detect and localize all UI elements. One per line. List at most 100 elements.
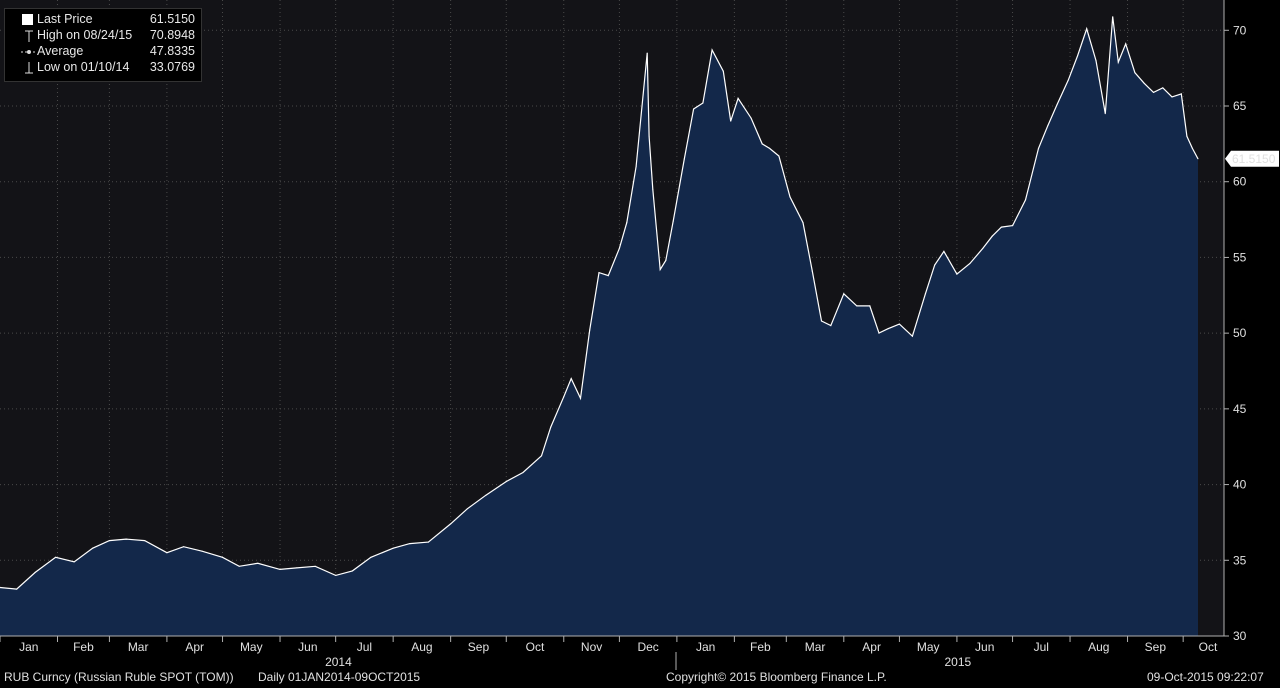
y-tick-label: 45 bbox=[1233, 402, 1247, 416]
data-point bbox=[522, 471, 524, 474]
legend-value: 70.8948 bbox=[149, 28, 195, 42]
data-point bbox=[648, 135, 650, 137]
data-point bbox=[820, 320, 823, 322]
data-point bbox=[1095, 60, 1097, 62]
data-point bbox=[618, 247, 621, 249]
data-point bbox=[1197, 158, 1199, 160]
data-point bbox=[505, 480, 507, 483]
last-price-tag-label: 61.5150 bbox=[1232, 152, 1276, 166]
data-point bbox=[1180, 93, 1182, 95]
data-point bbox=[296, 567, 298, 569]
legend-average: Average 47.8335 bbox=[5, 43, 201, 59]
legend-last-price: Last Price 61.5150 bbox=[5, 11, 201, 27]
data-point bbox=[761, 143, 763, 145]
x-tick-label: Aug bbox=[411, 640, 432, 654]
data-point bbox=[956, 273, 958, 275]
legend-value: 47.8335 bbox=[149, 44, 195, 58]
data-point bbox=[427, 541, 429, 543]
data-point bbox=[887, 328, 889, 330]
legend-high: High on 08/24/15 70.8948 bbox=[5, 27, 201, 43]
data-point bbox=[943, 250, 945, 252]
year-label: 2015 bbox=[944, 655, 971, 669]
data-point bbox=[314, 565, 316, 567]
legend-low: Low on 01/10/14 33.0769 bbox=[5, 59, 201, 75]
data-point bbox=[579, 397, 582, 399]
data-point bbox=[646, 52, 648, 54]
data-point bbox=[869, 305, 871, 307]
data-point bbox=[1104, 113, 1106, 115]
x-tick-label: Jan bbox=[19, 640, 38, 654]
data-point bbox=[570, 378, 572, 380]
legend-value: 33.0769 bbox=[149, 60, 195, 74]
data-point bbox=[982, 247, 984, 249]
data-point bbox=[238, 565, 240, 567]
x-tick-label: Sep bbox=[468, 640, 490, 654]
data-point bbox=[702, 102, 704, 104]
x-tick-label: Jun bbox=[975, 640, 994, 654]
data-point bbox=[257, 562, 259, 564]
data-point bbox=[409, 543, 411, 545]
legend-value: 61.5150 bbox=[149, 12, 195, 26]
data-point bbox=[73, 561, 75, 563]
data-point bbox=[221, 556, 224, 558]
legend-label: High on 08/24/15 bbox=[37, 28, 133, 42]
data-point bbox=[1037, 147, 1040, 149]
x-tick-label: May bbox=[240, 640, 263, 654]
x-tick-label: Mar bbox=[128, 640, 149, 654]
data-point bbox=[589, 329, 591, 331]
data-point bbox=[769, 147, 771, 149]
x-tick-label: Aug bbox=[1088, 640, 1109, 654]
data-point bbox=[683, 158, 685, 160]
year-labels: 2014 2015 bbox=[325, 655, 971, 669]
x-tick-label: Nov bbox=[581, 640, 602, 654]
y-tick-label: 35 bbox=[1233, 553, 1247, 567]
data-point bbox=[778, 155, 780, 157]
y-tick-label: 30 bbox=[1233, 629, 1247, 643]
y-tick-label: 50 bbox=[1233, 326, 1247, 340]
y-axis-ticks: 30 35 40 45 50 55 60 65 70 bbox=[1224, 23, 1247, 643]
data-point bbox=[1076, 55, 1079, 57]
data-point bbox=[969, 262, 971, 265]
data-point bbox=[108, 540, 110, 542]
data-point bbox=[1067, 79, 1069, 81]
x-tick-label: Oct bbox=[526, 640, 545, 654]
data-point bbox=[0, 586, 1, 589]
data-point bbox=[201, 550, 203, 552]
y-tick-label: 70 bbox=[1233, 23, 1247, 37]
data-point bbox=[1000, 226, 1003, 228]
low-marker-icon bbox=[25, 62, 33, 74]
x-tick-label: Apr bbox=[185, 640, 204, 654]
y-tick-label: 55 bbox=[1233, 250, 1247, 264]
data-point bbox=[730, 120, 732, 122]
x-tick-label: Apr bbox=[862, 640, 881, 654]
data-point bbox=[392, 547, 394, 549]
price-area bbox=[0, 16, 1198, 636]
data-point bbox=[672, 220, 674, 222]
data-points bbox=[0, 16, 1199, 590]
data-point bbox=[1134, 72, 1136, 74]
data-point bbox=[485, 494, 487, 496]
data-point bbox=[898, 323, 901, 325]
data-point bbox=[1056, 103, 1058, 106]
data-point bbox=[1125, 43, 1127, 45]
data-point bbox=[750, 117, 752, 119]
timestamp: 09-Oct-2015 09:22:07 bbox=[1147, 670, 1264, 684]
copyright-notice: Copyright© 2015 Bloomberg Finance L.P. bbox=[666, 670, 887, 684]
data-point bbox=[1152, 91, 1155, 93]
last-price-tag: 61.5150 bbox=[1225, 150, 1279, 167]
data-point bbox=[924, 293, 927, 295]
data-point bbox=[789, 196, 791, 198]
data-point bbox=[878, 332, 880, 334]
filled-square-icon bbox=[22, 14, 33, 25]
data-point bbox=[802, 222, 804, 224]
data-point bbox=[166, 552, 168, 554]
y-tick-label: 40 bbox=[1233, 478, 1247, 492]
x-tick-label: Jun bbox=[298, 640, 317, 654]
data-point bbox=[125, 538, 127, 540]
data-point bbox=[466, 508, 468, 510]
security-description: RUB Curncy (Russian Ruble SPOT (TOM)) bbox=[4, 670, 234, 684]
data-point bbox=[626, 222, 628, 224]
x-tick-label: Sep bbox=[1145, 640, 1167, 654]
data-point bbox=[911, 335, 914, 337]
